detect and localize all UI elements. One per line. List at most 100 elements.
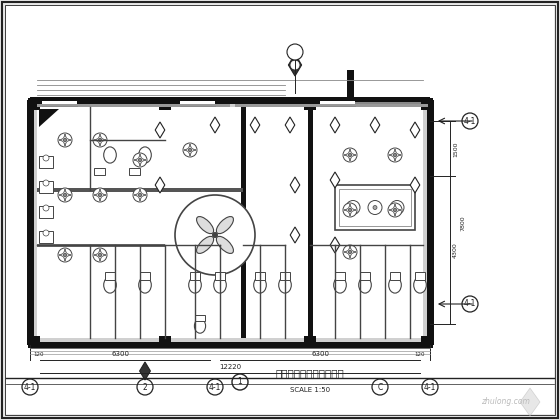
Polygon shape <box>285 117 295 133</box>
Bar <box>421 97 432 110</box>
Circle shape <box>348 208 352 212</box>
Bar <box>304 336 316 347</box>
Bar <box>347 70 353 107</box>
Ellipse shape <box>189 277 201 293</box>
Text: SCALE 1:50: SCALE 1:50 <box>290 387 330 393</box>
Polygon shape <box>330 237 340 253</box>
Circle shape <box>183 143 197 157</box>
Bar <box>190 273 200 280</box>
Bar <box>255 273 265 280</box>
Bar <box>26 100 34 345</box>
Bar <box>30 97 430 103</box>
Bar <box>335 273 346 280</box>
Bar <box>39 181 53 193</box>
Polygon shape <box>410 122 420 138</box>
Polygon shape <box>330 117 340 133</box>
Text: 120: 120 <box>33 352 44 357</box>
Bar <box>37 244 165 247</box>
Circle shape <box>137 379 153 395</box>
Circle shape <box>368 200 382 215</box>
Circle shape <box>98 138 102 142</box>
Circle shape <box>373 205 377 210</box>
Text: 6300: 6300 <box>111 351 129 357</box>
Circle shape <box>175 195 255 275</box>
Text: 2: 2 <box>143 383 147 391</box>
Polygon shape <box>250 117 260 133</box>
Ellipse shape <box>216 236 234 253</box>
Bar <box>320 101 355 106</box>
Circle shape <box>212 232 218 238</box>
Ellipse shape <box>197 236 214 253</box>
Circle shape <box>393 153 396 157</box>
Polygon shape <box>520 388 540 416</box>
Text: 4-1: 4-1 <box>464 116 476 126</box>
Ellipse shape <box>254 277 267 293</box>
Circle shape <box>22 379 38 395</box>
Circle shape <box>346 200 360 215</box>
Ellipse shape <box>214 277 226 293</box>
Ellipse shape <box>414 277 426 293</box>
Bar <box>240 107 245 338</box>
Bar <box>304 97 316 110</box>
Circle shape <box>348 250 352 254</box>
Text: 120: 120 <box>414 352 425 357</box>
Bar <box>30 341 430 349</box>
Circle shape <box>93 133 107 147</box>
Circle shape <box>43 205 49 211</box>
Circle shape <box>390 200 404 215</box>
Circle shape <box>422 379 438 395</box>
Circle shape <box>58 248 72 262</box>
Bar <box>390 273 400 280</box>
Circle shape <box>395 205 399 210</box>
Ellipse shape <box>197 217 214 234</box>
Circle shape <box>43 180 49 186</box>
Circle shape <box>98 193 102 197</box>
Text: zhulong.com: zhulong.com <box>480 397 529 407</box>
Bar <box>42 101 77 106</box>
Bar <box>180 101 215 106</box>
Bar <box>37 188 243 192</box>
Circle shape <box>372 379 388 395</box>
Circle shape <box>133 188 147 202</box>
Bar <box>105 273 115 280</box>
Bar <box>27 97 40 110</box>
Circle shape <box>93 188 107 202</box>
Circle shape <box>98 253 102 257</box>
Text: 6300: 6300 <box>311 351 329 357</box>
Circle shape <box>138 158 142 162</box>
Polygon shape <box>330 172 340 188</box>
Polygon shape <box>155 177 165 193</box>
Text: 4300: 4300 <box>453 242 458 258</box>
Circle shape <box>291 61 299 69</box>
Bar <box>307 107 312 338</box>
Circle shape <box>343 148 357 162</box>
Bar <box>159 336 171 347</box>
Circle shape <box>348 153 352 157</box>
Circle shape <box>188 148 192 152</box>
Bar <box>360 273 370 280</box>
Polygon shape <box>410 177 420 193</box>
Ellipse shape <box>194 319 206 333</box>
Circle shape <box>58 188 72 202</box>
Circle shape <box>393 208 396 212</box>
Circle shape <box>63 193 67 197</box>
Text: 4-1: 4-1 <box>464 299 476 309</box>
Bar <box>159 97 171 110</box>
Text: 4-1: 4-1 <box>24 383 36 391</box>
Circle shape <box>58 133 72 147</box>
Bar <box>94 168 105 175</box>
Circle shape <box>287 44 303 60</box>
Circle shape <box>462 113 478 129</box>
Text: 娱乐区公共卫生间索引图: 娱乐区公共卫生间索引图 <box>276 368 344 378</box>
Bar <box>335 185 415 230</box>
Circle shape <box>343 245 357 259</box>
Circle shape <box>43 155 49 161</box>
Bar <box>414 273 426 280</box>
Circle shape <box>462 296 478 312</box>
Bar <box>39 156 53 168</box>
Bar <box>39 231 53 243</box>
Polygon shape <box>210 117 220 133</box>
Bar <box>129 168 139 175</box>
Ellipse shape <box>139 147 151 163</box>
Ellipse shape <box>104 277 116 293</box>
